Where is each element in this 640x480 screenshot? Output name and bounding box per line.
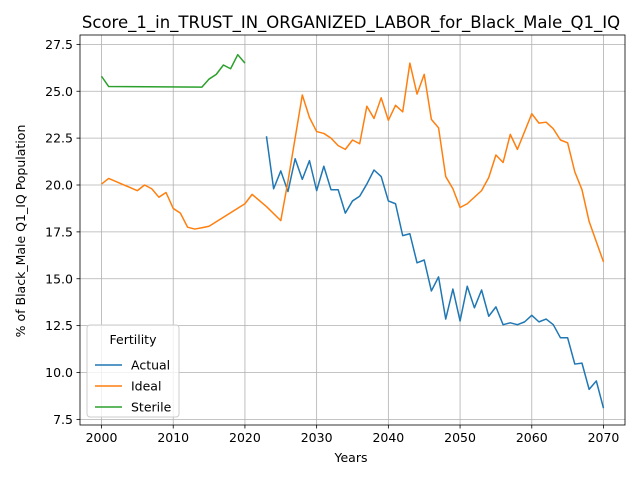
- plot-area: 2000 2010 2020 2030 2040 2050 2060 2070 7.5 10.0 1…: [45, 34, 626, 445]
- x-axis-title: Years: [334, 450, 368, 465]
- series-line-ideal: [101, 62, 605, 263]
- series-line-sterile: [100, 53, 246, 88]
- y-tick-label: 12.5: [45, 318, 73, 333]
- x-tick-label: 2010: [157, 430, 189, 445]
- legend: Fertility Actual Ideal Sterile: [86, 324, 180, 418]
- y-tick-label: 7.5: [53, 412, 73, 427]
- y-tick-label: 15.0: [45, 271, 73, 286]
- x-tick-label: 2020: [229, 430, 261, 445]
- x-tick-label: 2040: [372, 430, 404, 445]
- x-tick-label: 2070: [588, 430, 620, 445]
- y-tick-label: 22.5: [45, 131, 73, 146]
- legend-label-actual: Actual: [131, 358, 170, 373]
- axes-frame: [79, 34, 626, 426]
- legend-label-ideal: Ideal: [131, 379, 161, 394]
- x-tick-label: 2000: [86, 430, 118, 445]
- x-tick-label: 2030: [301, 430, 333, 445]
- legend-label-sterile: Sterile: [131, 400, 172, 415]
- y-axis-title: % of Black_Male Q1_IQ Population: [13, 125, 28, 338]
- y-tick-label: 25.0: [45, 84, 73, 99]
- legend-title: Fertility: [110, 332, 158, 347]
- chart-title: Score_1_in_TRUST_IN_ORGANIZED_LABOR_for_…: [82, 13, 620, 33]
- y-tick-label: 17.5: [45, 224, 73, 239]
- y-tick-label: 20.0: [45, 178, 73, 193]
- y-tick-label: 10.0: [45, 365, 73, 380]
- y-tick-label: 27.5: [45, 37, 73, 52]
- x-tick-label: 2060: [516, 430, 548, 445]
- series-line-actual: [265, 136, 605, 409]
- legend-box: [86, 324, 180, 418]
- x-tick-label: 2050: [444, 430, 476, 445]
